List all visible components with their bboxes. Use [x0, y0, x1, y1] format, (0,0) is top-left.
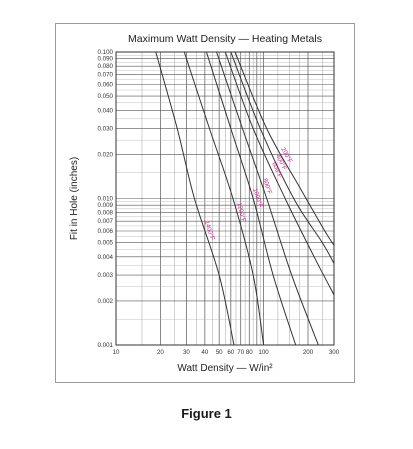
x-tick-label: 70 [237, 349, 244, 356]
x-axis-label: Watt Density — W/in² [177, 363, 273, 374]
x-tick-label: 40 [201, 349, 208, 356]
x-tick-label: 100 [258, 349, 269, 356]
y-tick-label: 0.001 [98, 342, 114, 349]
x-tick-label: 200 [303, 349, 314, 356]
figure-frame: Maximum Watt Density — Heating Metals 14… [55, 23, 355, 383]
series-label: 1200°F [235, 202, 247, 223]
plot-area-border [115, 51, 335, 346]
y-tick-label: 0.020 [98, 151, 114, 158]
y-tick-label: 0.002 [98, 298, 114, 305]
x-tick-label: 50 [216, 349, 223, 356]
watt-density-chart: Maximum Watt Density — Heating Metals 14… [69, 33, 340, 374]
series-line [216, 52, 319, 345]
series-line [155, 52, 235, 345]
y-tick-label: 0.009 [98, 202, 114, 209]
y-tick-label: 0.008 [98, 210, 114, 217]
y-axis-label: Fit in Hole (inches) [69, 157, 80, 240]
x-tick-label: 20 [157, 349, 164, 356]
y-tick-label: 0.030 [98, 126, 114, 133]
series-line [234, 52, 334, 246]
y-tick-label: 0.010 [98, 196, 114, 203]
x-tick-label: 60 [227, 349, 234, 356]
y-tick-label: 0.004 [98, 254, 114, 261]
x-tick-label: 30 [183, 349, 190, 356]
curve-layer [155, 52, 334, 345]
figure-caption: Figure 1 [181, 406, 232, 421]
series-line [205, 52, 297, 345]
y-tick-label: 0.080 [98, 63, 114, 70]
y-tick-label: 0.060 [98, 82, 114, 89]
y-tick-label: 0.050 [98, 93, 114, 100]
series-line [230, 52, 334, 264]
y-tick-label: 0.090 [98, 56, 114, 63]
series-line [183, 52, 265, 345]
y-tick-label: 0.040 [98, 107, 114, 114]
y-tick-label: 0.005 [98, 240, 114, 247]
y-tick-label: 0.006 [98, 228, 114, 235]
y-tick-label: 0.007 [98, 218, 114, 225]
x-tick-label: 80 [246, 349, 253, 356]
y-tick-label: 0.003 [98, 272, 114, 279]
x-tick-label: 10 [113, 349, 120, 356]
chart-title: Maximum Watt Density — Heating Metals [128, 33, 322, 45]
y-tick-label: 0.070 [98, 72, 114, 79]
x-tick-label: 300 [329, 349, 340, 356]
y-tick-label: 0.100 [98, 49, 114, 56]
series-line [224, 52, 334, 296]
